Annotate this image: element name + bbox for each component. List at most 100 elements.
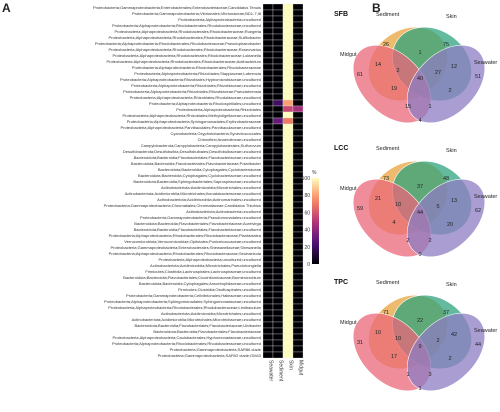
heatmap-cell — [272, 231, 284, 239]
venn-count: 31 — [357, 340, 363, 346]
heatmap-cell — [282, 345, 294, 353]
venn-count: 3 — [428, 372, 431, 378]
heatmap-cell — [272, 255, 284, 263]
heatmap-cell — [262, 213, 274, 221]
heatmap-cell — [262, 63, 274, 71]
heatmap-cell — [292, 243, 304, 251]
heatmap-row-label: Proteobacteria;Alphaproteobacteria;Rhizo… — [131, 83, 261, 88]
heatmap-cell — [272, 21, 284, 29]
venn-title: TPC — [334, 279, 348, 286]
heatmap-row-label: Proteobacteria;Alphaproteobacteria;uncul… — [178, 17, 261, 22]
panel-b-letter: B — [372, 1, 381, 15]
heatmap-cell — [282, 207, 294, 215]
heatmap-row-label: Proteobacteria;Alphaproteobacteria;Rhodo… — [108, 305, 261, 310]
heatmap-row-label: Bacteroidota;Bacteroidia;Flavobacteriale… — [134, 155, 261, 160]
venn-count: 0 — [418, 252, 421, 258]
heatmap-row-label: Proteobacteria;Alphaproteobacteria;Rhizo… — [120, 77, 261, 82]
heatmap-cell — [262, 345, 274, 353]
venn-count: 21 — [375, 196, 381, 202]
venn-count: 10 — [395, 202, 401, 208]
heatmap-cell — [262, 165, 274, 173]
venn-count: 48 — [443, 176, 449, 182]
heatmap-cell — [272, 15, 284, 23]
heatmap-row-label: Proteobacteria;Alphaproteobacteria;Sphin… — [104, 299, 261, 304]
legend-tick: 60 — [304, 210, 310, 216]
heatmap-cell — [262, 21, 274, 29]
heatmap-row-label: Actinobacteriota;Acidimicrobiia;Microtri… — [125, 191, 261, 196]
venn-set-label: Midgut — [340, 52, 357, 58]
heatmap-cell — [272, 285, 284, 293]
venn-set-label: Sediment — [376, 146, 400, 152]
heatmap-cell — [292, 3, 304, 11]
heatmap-cell — [282, 267, 294, 275]
heatmap-cell — [292, 303, 304, 311]
heatmap-cell — [272, 27, 284, 35]
heatmap-cell — [292, 63, 304, 71]
heatmap-cell — [272, 279, 284, 287]
heatmap-row-label: Actinobacteriota;Acidimicrobiia;Microtri… — [161, 185, 261, 190]
heatmap-cell — [292, 273, 304, 281]
heatmap-cell — [272, 207, 284, 215]
venn-set-label: Skin — [446, 282, 457, 288]
heatmap-row-label: Proteobacteria;Alphaproteobacteria;Rhodo… — [108, 35, 261, 40]
venn-count: 4 — [418, 118, 421, 124]
heatmap-cell — [282, 57, 294, 65]
heatmap-cell — [282, 255, 294, 263]
heatmap-row-label: Actinobacteriota;Acidimicrobiia;Actinoma… — [157, 197, 261, 202]
heatmap-cell — [262, 315, 274, 323]
heatmap-cell — [282, 291, 294, 299]
heatmap-cell — [292, 27, 304, 35]
venn-count: 37 — [417, 184, 423, 190]
heatmap-cell — [272, 237, 284, 245]
heatmap-cell — [272, 87, 284, 95]
heatmap-cell — [292, 111, 304, 119]
venn-count: 44 — [475, 342, 481, 348]
heatmap-cell — [272, 93, 284, 101]
heatmap-cell — [262, 9, 274, 17]
heatmap-cell — [272, 339, 284, 347]
heatmap-cell — [292, 309, 304, 317]
heatmap-row-label: Proteobacteria;Alphaproteobacteria;Rhodo… — [106, 59, 261, 64]
venn-count: 22 — [417, 318, 423, 324]
heatmap-row-label: Bacteroidota;Bacteroidia;Flavobacteriale… — [123, 275, 262, 280]
venn-count: 51 — [475, 74, 481, 80]
heatmap-cell — [292, 159, 304, 167]
heatmap-row-label: Proteobacteria;Alphaproteobacteria;Rhizo… — [122, 113, 261, 118]
heatmap-cell — [282, 237, 294, 245]
heatmap-row-label: Proteobacteria;Alphaproteobacteria;Rhodo… — [109, 233, 262, 238]
venn-count: 5 — [436, 204, 439, 210]
venn-title: SFB — [334, 11, 348, 18]
venn-set-label: Sediment — [376, 280, 400, 286]
heatmap-cell — [282, 15, 294, 23]
heatmap-cell — [282, 201, 294, 209]
heatmap-cell — [292, 237, 304, 245]
heatmap-cell — [282, 225, 294, 233]
heatmap-cell — [262, 189, 274, 197]
heatmap-cell — [282, 249, 294, 257]
heatmap-cell — [292, 165, 304, 173]
heatmap-cell — [262, 267, 274, 275]
heatmap-cell — [272, 99, 284, 107]
venn-set-label: Seawater — [474, 60, 497, 66]
heatmap-cell — [272, 51, 284, 59]
heatmap-cell — [282, 273, 294, 281]
heatmap-cell — [282, 261, 294, 269]
heatmap-column-label: Sediment — [278, 360, 284, 382]
heatmap-cell — [262, 141, 274, 149]
heatmap-cell — [282, 321, 294, 329]
heatmap-cell — [292, 351, 304, 359]
heatmap-cell — [262, 153, 274, 161]
heatmap-cell — [272, 135, 284, 143]
heatmap-cell — [282, 99, 294, 107]
venn-count: 2 — [428, 238, 431, 244]
heatmap-column-labels: Seawater Sediment Skin Midgut — [268, 360, 304, 382]
heatmap-cell — [272, 165, 284, 173]
heatmap-cell — [292, 333, 304, 341]
heatmap-cell — [272, 69, 284, 77]
heatmap-row-label: Bacteroidota;Bacteroidia;Flavobacteriale… — [134, 227, 261, 232]
heatmap-cell — [282, 279, 294, 287]
panel-a-letter: A — [2, 1, 11, 15]
heatmap-cell — [292, 225, 304, 233]
heatmap-cell — [262, 159, 274, 167]
